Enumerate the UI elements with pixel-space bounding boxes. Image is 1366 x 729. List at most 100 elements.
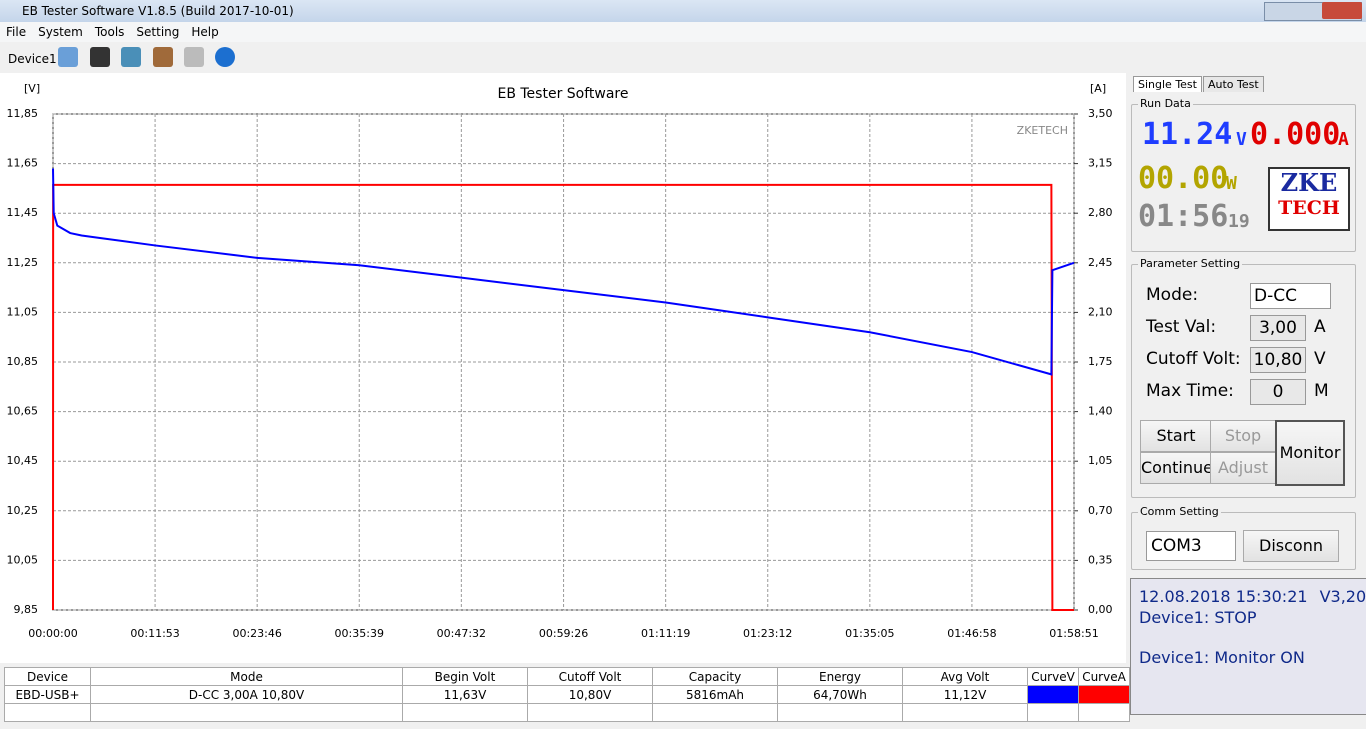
param-field[interactable]: D-CC	[1250, 283, 1331, 309]
header-cell: Cutoff Volt	[527, 667, 653, 686]
tab[interactable]: Single Test	[1133, 76, 1202, 92]
menu-item[interactable]: System	[38, 25, 83, 39]
disconnect-button[interactable]: Disconn	[1243, 530, 1339, 562]
menu-item[interactable]: Help	[191, 25, 219, 39]
tools-icon[interactable]	[153, 47, 173, 67]
volt-unit: V	[1236, 129, 1247, 150]
status-box: 12.08.2018 15:30:21 V3,20 Device1: STOP D…	[1130, 578, 1366, 715]
param-unit: V	[1314, 349, 1326, 369]
y2-tick-label: 1,75	[1088, 355, 1113, 368]
save-icon[interactable]	[90, 47, 110, 67]
header-cell: Begin Volt	[402, 667, 528, 686]
y-tick-label: 11,45	[7, 206, 39, 219]
search-icon[interactable]	[184, 47, 204, 67]
amp-display: 0.000	[1250, 117, 1341, 152]
y-tick-label: 10,45	[7, 454, 39, 467]
parameter-group: Parameter Setting Mode: D-CC Test Val: 3,00…	[1131, 257, 1356, 498]
logo-bottom: TECH	[1278, 197, 1340, 219]
y-tick-label: 11,65	[7, 157, 39, 170]
cell	[902, 703, 1028, 722]
image-icon[interactable]	[121, 47, 141, 67]
menu-item[interactable]: Tools	[94, 25, 125, 39]
header-cell: Energy	[777, 667, 903, 686]
menu-item[interactable]: File	[6, 25, 27, 39]
status-datetime: 12.08.2018 15:30:21	[1139, 587, 1308, 606]
cell	[4, 703, 91, 722]
cell: EBD-USB+	[4, 685, 91, 704]
header-cell: Device	[4, 667, 91, 686]
y-tick-label: 11,05	[7, 305, 39, 318]
y-tick-label: 10,05	[7, 553, 39, 566]
y2-tick-label: 0,00	[1088, 603, 1113, 616]
y-axis-label: [V]	[24, 82, 40, 95]
cell: 10,80V	[527, 685, 653, 704]
chart: EB Tester Software [V] [A] ZKETECH 9,85 1…	[0, 73, 1126, 663]
device-selector[interactable]: Device1	[8, 52, 57, 66]
volt-display: 11.24	[1142, 117, 1233, 152]
series-line	[52, 183, 1074, 611]
param-label: Cutoff Volt:	[1146, 349, 1241, 369]
cell	[1027, 703, 1079, 722]
y-tick-label: 10,25	[7, 504, 39, 517]
param-value: 10,80	[1253, 350, 1303, 370]
y-tick-label: 10,85	[7, 355, 39, 368]
chart-background	[0, 73, 1126, 663]
cell	[652, 703, 778, 722]
header-cell: Capacity	[652, 667, 778, 686]
status-version: V3,20	[1319, 587, 1366, 606]
group-title: Comm Setting	[1138, 505, 1221, 518]
curve-color	[1027, 685, 1079, 704]
info-icon[interactable]	[215, 47, 235, 67]
port-select[interactable]: COM3	[1146, 531, 1236, 561]
header-cell: CurveA	[1078, 667, 1130, 686]
param-field[interactable]: 3,00	[1250, 315, 1306, 341]
button[interactable]: Start	[1140, 420, 1212, 452]
header-cell: CurveV	[1027, 667, 1079, 686]
x-tick-label: 01:58:51	[1049, 627, 1098, 640]
time-display: 01:56	[1138, 199, 1229, 234]
button[interactable]: Continue	[1140, 452, 1213, 484]
amp-unit: A	[1338, 129, 1349, 150]
header-cell: Avg Volt	[902, 667, 1028, 686]
param-label: Mode:	[1146, 285, 1199, 305]
window-title: EB Tester Software V1.8.5 (Build 2017-10…	[22, 4, 294, 18]
y2-tick-label: 2,45	[1088, 256, 1113, 269]
watt-unit: W	[1226, 173, 1237, 194]
x-tick-label: 00:00:00	[28, 627, 77, 640]
cell: 5816mAh	[652, 685, 778, 704]
param-unit: A	[1314, 317, 1326, 337]
open-icon[interactable]	[58, 47, 78, 67]
group-title: Parameter Setting	[1138, 257, 1243, 270]
y2-tick-label: 2,10	[1088, 305, 1113, 318]
x-tick-label: 00:35:39	[335, 627, 384, 640]
param-value: 3,00	[1259, 318, 1297, 338]
empty-row	[4, 703, 1130, 722]
x-tick-label: 00:23:46	[232, 627, 281, 640]
param-value: 0	[1272, 382, 1284, 402]
cell: 11,12V	[902, 685, 1028, 704]
button[interactable]: Stop	[1210, 420, 1276, 452]
title-bar: EB Tester Software V1.8.5 (Build 2017-10…	[0, 0, 1366, 22]
close-button[interactable]	[1322, 2, 1362, 19]
result-table: Device Mode Begin Volt Cutoff Volt Capacity E…	[4, 667, 1130, 722]
logo-top: ZKE	[1280, 168, 1338, 197]
data-row: EBD-USB+ D-CC 3,00A 10,80V 11,63V 10,80V 581…	[4, 685, 1130, 704]
button[interactable]: Monitor	[1275, 420, 1345, 486]
y2-tick-label: 3,15	[1088, 157, 1113, 170]
y2-axis-label: [A]	[1090, 82, 1106, 95]
param-unit: M	[1314, 381, 1329, 401]
button[interactable]: Adjust	[1210, 452, 1276, 484]
x-tick-label: 00:47:32	[437, 627, 486, 640]
y-tick-label: 11,25	[7, 256, 39, 269]
tab[interactable]: Auto Test	[1202, 76, 1264, 92]
menu-item[interactable]: Setting	[136, 25, 180, 39]
chart-title: EB Tester Software	[497, 86, 628, 102]
y-tick-label: 10,65	[7, 405, 39, 418]
cell	[402, 703, 528, 722]
x-tick-label: 00:59:26	[539, 627, 588, 640]
y2-tick-label: 1,05	[1088, 454, 1113, 467]
x-tick-label: 00:11:53	[130, 627, 179, 640]
param-field[interactable]: 0	[1250, 379, 1306, 405]
param-field[interactable]: 10,80	[1250, 347, 1306, 373]
